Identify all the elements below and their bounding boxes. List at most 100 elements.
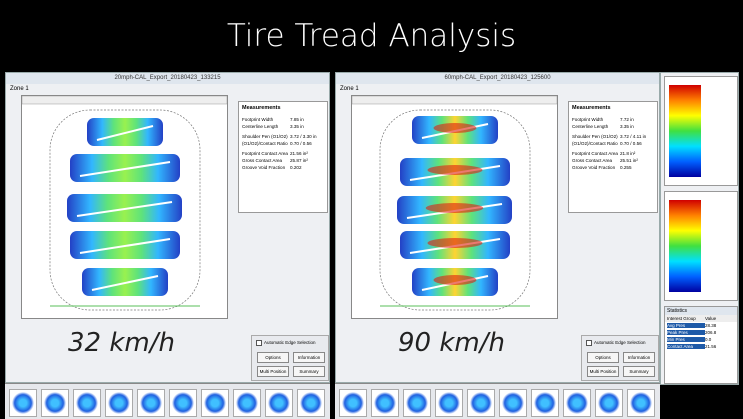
measurement-label: Gross Contact Area: [572, 158, 613, 163]
thumbnail[interactable]: [137, 389, 165, 417]
checkbox-label: Automatic Edge Selection: [264, 340, 316, 346]
thumbnail[interactable]: [339, 389, 367, 417]
measurement-value: 0.202: [290, 165, 302, 170]
statistic-value: 28.38: [705, 323, 717, 328]
statistics-row: Peak Pres 206.8: [665, 329, 737, 336]
thumbnail[interactable]: [297, 389, 325, 417]
column-header: Value: [705, 316, 717, 321]
button[interactable]: Options: [587, 352, 619, 363]
window-title: 60mph-CAL_Export_20180423_125600: [336, 73, 659, 84]
zone-label: Zone 1: [340, 86, 359, 92]
thumbnail[interactable]: [403, 389, 431, 417]
measurement-label: Gross Contact Area: [242, 158, 283, 163]
thumbnail-strip: [335, 383, 660, 419]
thumbnail[interactable]: [105, 389, 133, 417]
page-title: Tire Tread Analysis: [226, 18, 517, 54]
measurement-row: Shoulder Pen (O1/O2) 3.72 / 3.30 in: [242, 134, 324, 139]
measurement-label: Groove Void Fraction: [572, 165, 616, 170]
statistics-row: Contact Area 21.56: [665, 343, 737, 350]
measurement-value: 0.255: [620, 165, 632, 170]
measurement-label: Shoulder Pen (O1/O2): [242, 134, 288, 139]
thumbnail[interactable]: [9, 389, 37, 417]
thumbnail[interactable]: [627, 389, 655, 417]
groove: [79, 161, 171, 177]
statistic-value: 206.8: [705, 330, 717, 335]
button[interactable]: Options: [257, 352, 289, 363]
measurement-label: Footprint Contact Area: [572, 151, 618, 156]
statistic-label: Contact Area: [667, 344, 705, 349]
thumbnail[interactable]: [41, 389, 69, 417]
measurement-value: 7.72 in: [620, 117, 634, 122]
thumbnail[interactable]: [371, 389, 399, 417]
color-scale: [664, 76, 738, 186]
measurements-title: Measurements: [572, 105, 611, 111]
button[interactable]: Multi Position: [587, 366, 619, 377]
measurement-label: Footprint Width: [242, 117, 274, 122]
footprint-plot: [21, 95, 228, 319]
ruler: [22, 96, 227, 105]
checkbox-label: Automatic Edge Selection: [594, 340, 646, 346]
measurements-title: Measurements: [242, 105, 281, 111]
checkbox[interactable]: Automatic Edge Selection: [586, 340, 654, 346]
statistics-header: Interest Group Value: [665, 315, 737, 322]
measurement-value: 3.72 / 3.30 in: [290, 134, 317, 139]
statistic-label: Avg Pres: [667, 323, 705, 328]
checkbox-box[interactable]: [586, 340, 592, 346]
statistic-label: Peak Pres: [667, 330, 705, 335]
measurement-row: Gross Contact Area 25.87 in²: [242, 158, 324, 163]
checkbox-box[interactable]: [256, 340, 262, 346]
measurement-value: 3.72 / 4.11 in: [620, 134, 647, 139]
thumbnail-strip: [5, 383, 330, 419]
column-header: Interest Group: [667, 316, 696, 321]
controls: Automatic Edge Selection Options Informati…: [581, 335, 659, 381]
measurement-label: Groove Void Fraction: [242, 165, 286, 170]
thumbnail[interactable]: [467, 389, 495, 417]
thumbnail[interactable]: [201, 389, 229, 417]
groove: [96, 125, 154, 141]
zone-label: Zone 1: [10, 86, 29, 92]
button[interactable]: Information: [623, 352, 655, 363]
measurement-label: Shoulder Pen (O1/O2): [572, 134, 618, 139]
measurement-row: Shoulder Pen (O1/O2) 3.72 / 4.11 in: [572, 134, 654, 139]
button[interactable]: Summary: [623, 366, 655, 377]
speed-label: 90 km/h: [398, 328, 505, 358]
measurement-row: (O1/O2)/Contact Ratio 0.70 / 0.56: [572, 141, 654, 146]
measurement-value: 3.35 in: [620, 124, 634, 129]
measurement-row: Centerline Length 3.35 in: [242, 124, 324, 129]
color-scale: [664, 191, 738, 301]
window-title: 20mph-CAL_Export_20180423_133215: [6, 73, 329, 84]
measurement-value: 21.8 in²: [620, 151, 636, 156]
edge-outline: [379, 109, 531, 311]
measurement-value: 25.51 in²: [620, 158, 638, 163]
thumbnail[interactable]: [169, 389, 197, 417]
statistic-value: 0.0: [705, 337, 712, 342]
thumbnail[interactable]: [499, 389, 527, 417]
thumbnail[interactable]: [563, 389, 591, 417]
button[interactable]: Information: [293, 352, 325, 363]
button[interactable]: Summary: [293, 366, 325, 377]
thumbnail[interactable]: [73, 389, 101, 417]
measurements-panel: Measurements Footprint Width 7.85 in Center…: [238, 101, 328, 213]
thumbnail[interactable]: [233, 389, 261, 417]
thumbnail[interactable]: [435, 389, 463, 417]
measurement-value: 3.35 in: [290, 124, 304, 129]
footprint-plot: [351, 95, 558, 319]
measurement-row: Centerline Length 3.35 in: [572, 124, 654, 129]
hot-spot: [427, 165, 483, 175]
controls: Automatic Edge Selection Options Informati…: [251, 335, 329, 381]
measurement-row: Groove Void Fraction 0.202: [242, 165, 324, 170]
measurement-row: Groove Void Fraction 0.255: [572, 165, 654, 170]
button[interactable]: Multi Position: [257, 366, 289, 377]
thumbnail[interactable]: [265, 389, 293, 417]
app-window: 20mph-CAL_Export_20180423_133215 Zone 1 Me…: [5, 72, 330, 383]
statistics-row: Min Pres 0.0: [665, 336, 737, 343]
checkbox[interactable]: Automatic Edge Selection: [256, 340, 324, 346]
hot-spot: [427, 238, 483, 248]
measurement-value: 25.87 in²: [290, 158, 308, 163]
measurement-value: 0.70 / 0.56: [620, 141, 642, 146]
statistic-label: Min Pres: [667, 337, 705, 342]
thumbnail[interactable]: [531, 389, 559, 417]
hot-spot: [433, 123, 477, 133]
edge-outline: [49, 109, 201, 311]
thumbnail[interactable]: [595, 389, 623, 417]
